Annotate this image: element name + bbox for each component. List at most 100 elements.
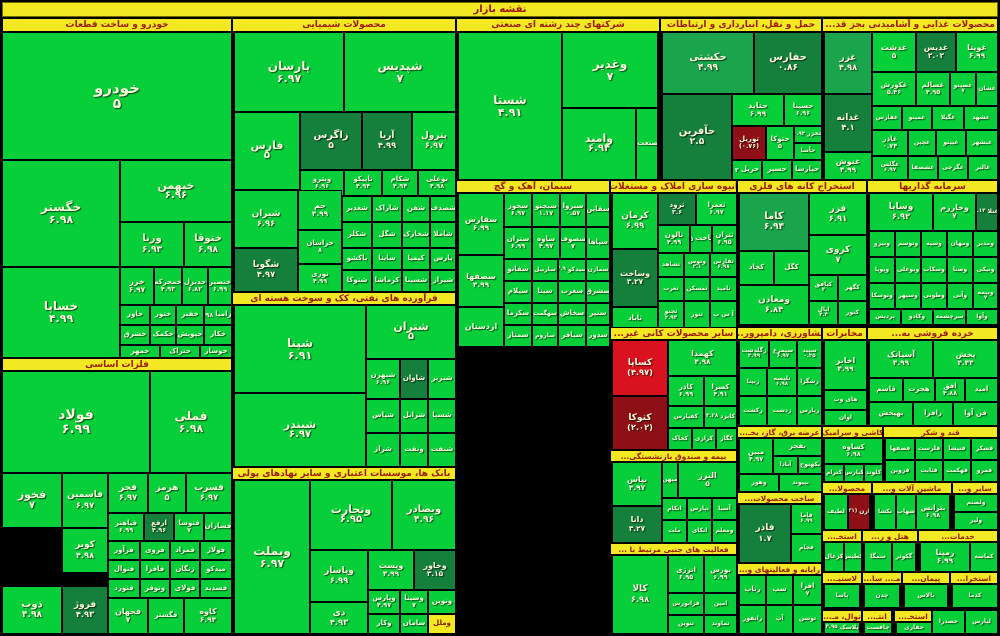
treemap-tile[interactable]: زکشت: [739, 396, 767, 426]
treemap-tile[interactable]: وامید ۶.۹۴: [562, 108, 636, 180]
treemap-tile[interactable]: سیتا: [532, 281, 558, 303]
treemap-tile[interactable]: خفنر: [176, 305, 204, 325]
treemap-tile[interactable]: شبریز: [428, 359, 456, 399]
treemap-tile[interactable]: کرمان ۶.۹۹: [612, 193, 658, 249]
treemap-tile[interactable]: رانفور: [739, 605, 766, 634]
treemap-tile[interactable]: شنفت: [428, 433, 456, 467]
treemap-tile[interactable]: وملل: [428, 614, 456, 634]
treemap-tile[interactable]: ثرود ۳.۶: [658, 193, 696, 225]
treemap-tile[interactable]: امید: [965, 378, 998, 402]
treemap-tile[interactable]: کفپارس: [668, 406, 704, 428]
treemap-tile[interactable]: پردیس: [869, 309, 901, 325]
treemap-tile[interactable]: آسیاتک ۴.۹۹: [869, 340, 933, 378]
treemap-tile[interactable]: شبهرن ۶.۹۶: [366, 359, 400, 399]
treemap-tile[interactable]: سیمرغ ۶.۹۷: [769, 340, 797, 368]
treemap-tile[interactable]: ساربیل: [532, 259, 558, 281]
treemap-tile[interactable]: وآوا: [966, 309, 998, 325]
treemap-tile[interactable]: پلاسک ۴.۹۵: [824, 622, 860, 634]
treemap-tile[interactable]: حکشتی ۴.۹۹: [662, 32, 754, 94]
treemap-tile[interactable]: کپارس: [844, 464, 864, 482]
treemap-tile[interactable]: فجهان ۷: [108, 598, 148, 634]
treemap-tile[interactable]: سکرما: [504, 303, 532, 325]
treemap-tile[interactable]: وتجارت ۶.۹۵: [310, 480, 392, 550]
treemap-tile[interactable]: وصنعت۷: [636, 108, 658, 180]
treemap-tile[interactable]: کساوه ۶.۹۸: [824, 438, 883, 464]
treemap-tile[interactable]: رمپنا ۶.۹۹: [920, 542, 970, 572]
treemap-tile[interactable]: حخزر ۰.۹۴: [794, 126, 822, 143]
treemap-tile[interactable]: شکام ۴.۹۴: [382, 170, 418, 196]
treemap-tile[interactable]: سیلام: [504, 281, 532, 303]
treemap-tile[interactable]: سصفها ۴.۹۹: [458, 255, 504, 307]
treemap-tile[interactable]: گکوثر: [892, 542, 916, 572]
treemap-tile[interactable]: لپارس: [965, 610, 998, 634]
treemap-tile[interactable]: ثعمرا ۶.۹۷: [696, 193, 737, 225]
treemap-tile[interactable]: غپینو: [936, 130, 966, 156]
treemap-tile[interactable]: ساوه ۴.۹۷: [532, 227, 560, 259]
treemap-tile[interactable]: غچین: [908, 130, 936, 156]
treemap-tile[interactable]: شرانل: [400, 399, 428, 433]
treemap-tile[interactable]: ومعادن ۶.۸۴: [739, 285, 809, 325]
treemap-tile[interactable]: غکورش ۵.۴۶: [872, 72, 916, 106]
treemap-tile[interactable]: وسکاب: [921, 257, 947, 283]
treemap-tile[interactable]: ستران ۶.۹۹: [504, 227, 532, 259]
treemap-tile[interactable]: فاسمین ۶.۹۷: [62, 473, 108, 528]
treemap-tile[interactable]: غدانه ۴.۱: [824, 94, 872, 152]
treemap-tile[interactable]: وتوسم: [895, 231, 921, 257]
treemap-tile[interactable]: وپاسار ۶.۹۹: [310, 550, 368, 602]
treemap-tile[interactable]: سمگا: [864, 542, 892, 572]
treemap-tile[interactable]: افرا ۷: [793, 575, 822, 605]
treemap-tile[interactable]: وتوفر: [140, 579, 170, 598]
treemap-tile[interactable]: خاور: [120, 305, 150, 325]
treemap-tile[interactable]: ولیز: [954, 512, 998, 530]
treemap-tile[interactable]: پارسان ۶.۹۷: [234, 32, 344, 112]
treemap-tile[interactable]: اعتلا۰.۱۴: [976, 193, 998, 231]
treemap-tile[interactable]: وبصادر ۴.۹۶: [392, 480, 456, 550]
treemap-tile[interactable]: غشصفا: [908, 156, 938, 180]
treemap-tile[interactable]: حتوکا ۵: [766, 126, 794, 160]
treemap-tile[interactable]: ثنور: [684, 301, 710, 330]
treemap-tile[interactable]: چدن: [864, 584, 900, 608]
treemap-tile[interactable]: ومعلم: [712, 520, 737, 543]
treemap-tile[interactable]: خکمک: [150, 325, 176, 345]
treemap-tile[interactable]: فزر ۶.۹۱: [809, 193, 867, 235]
treemap-tile[interactable]: شاراک: [372, 196, 402, 222]
treemap-tile[interactable]: سپاها: [586, 227, 610, 259]
treemap-tile[interactable]: ارفع ۴.۹۶: [144, 513, 174, 541]
treemap-tile[interactable]: فروژ ۴.۹۳: [62, 586, 108, 634]
treemap-tile[interactable]: وتوس ۳.۱: [684, 253, 710, 277]
treemap-tile[interactable]: سخوز ۶.۹۷: [504, 193, 532, 227]
treemap-tile[interactable]: شگل: [372, 222, 402, 248]
treemap-tile[interactable]: ثفارس ۶.۹۸: [710, 253, 737, 277]
treemap-tile[interactable]: قثابت: [915, 460, 943, 482]
treemap-tile[interactable]: غنوش ۴.۹۹: [824, 152, 872, 180]
treemap-tile[interactable]: خوساز: [200, 345, 232, 358]
treemap-tile[interactable]: سرچشمه: [933, 309, 966, 325]
treemap-tile[interactable]: آریا ۴.۹۹: [362, 112, 412, 170]
treemap-tile[interactable]: سبجنو ۱.۱۷: [532, 193, 560, 227]
treemap-tile[interactable]: فجام: [791, 534, 822, 563]
treemap-tile[interactable]: سباقر: [558, 325, 586, 347]
treemap-tile[interactable]: شصدف: [430, 196, 456, 222]
treemap-tile[interactable]: زپارس: [797, 396, 822, 426]
treemap-tile[interactable]: پارس: [430, 248, 456, 270]
treemap-tile[interactable]: هرمز ۵: [148, 473, 186, 513]
treemap-tile[interactable]: خدیزل ۶.۸۲: [182, 267, 208, 305]
treemap-tile[interactable]: وپارس ۴.۹۷: [368, 590, 400, 614]
treemap-tile[interactable]: اتکای: [687, 520, 712, 543]
treemap-tile[interactable]: سپ: [766, 575, 793, 605]
treemap-tile[interactable]: ختور: [150, 305, 176, 325]
treemap-tile[interactable]: هجرت: [903, 378, 935, 402]
treemap-tile[interactable]: بهپخش: [869, 402, 913, 426]
treemap-tile[interactable]: خگستر ۶.۹۸: [2, 160, 120, 267]
treemap-tile[interactable]: امین: [704, 593, 737, 615]
treemap-tile[interactable]: سشرق: [586, 281, 610, 303]
treemap-tile[interactable]: وکار: [368, 614, 400, 634]
treemap-tile[interactable]: زاگرس ۵: [300, 112, 362, 170]
treemap-tile[interactable]: فجر ۶.۹۷: [108, 473, 148, 513]
treemap-tile[interactable]: زشگزا: [797, 368, 822, 396]
treemap-tile[interactable]: خپویش: [176, 325, 204, 345]
treemap-tile[interactable]: فسازان: [204, 513, 232, 541]
treemap-tile[interactable]: حسینا ۶.۹۶: [784, 94, 822, 126]
treemap-tile[interactable]: شگویا ۴.۹۷: [234, 248, 298, 292]
treemap-tile[interactable]: خودرو ۵: [2, 32, 232, 160]
